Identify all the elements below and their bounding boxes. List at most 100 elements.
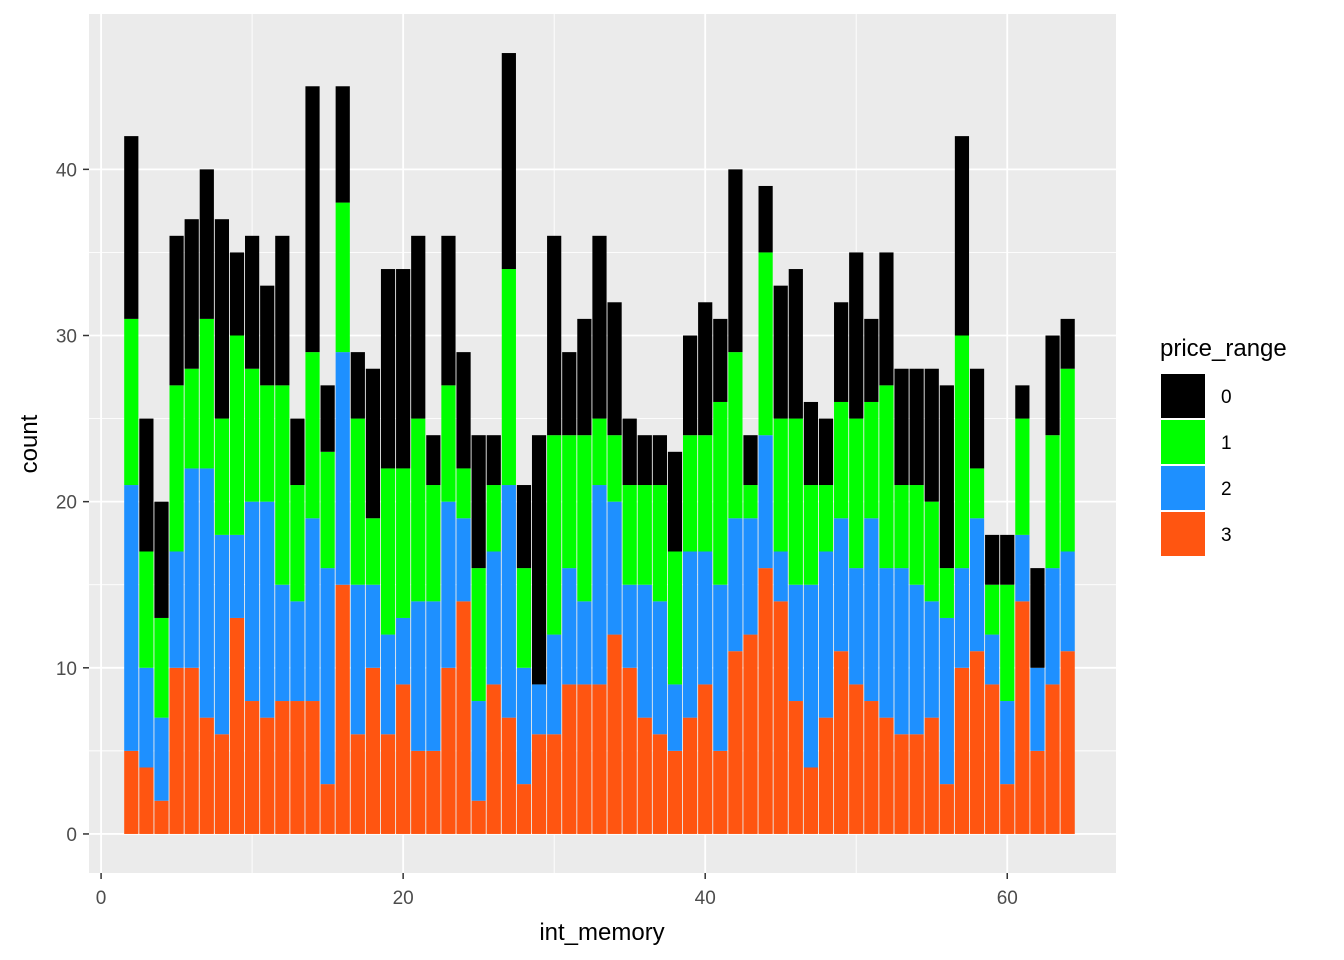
bar-segment-price-2 [531,684,547,735]
bar-segment-price-1 [773,418,788,552]
bar-segment-price-3 [456,601,471,834]
bar-segment-price-3 [985,684,1000,834]
bar-segment-price-0 [743,435,758,486]
bar-segment-price-1 [713,401,728,585]
bar-segment-price-2 [335,352,350,585]
bar-segment-price-0 [350,352,365,419]
bar-segment-price-3 [652,734,667,834]
bar-segment-price-2 [199,468,214,718]
bar-segment-price-1 [305,352,320,519]
bar-segment-price-3 [214,734,230,834]
bar-segment-price-1 [698,435,713,552]
bar-segment-price-3 [1045,684,1060,834]
bar-segment-price-2 [849,568,864,685]
bar-segment-price-3 [1030,750,1045,834]
bar-segment-price-0 [456,352,471,469]
bar-segment-price-0 [969,368,985,469]
bar-segment-price-0 [396,269,411,469]
bar-segment-price-2 [577,601,592,685]
bar-segment-price-3 [728,651,743,834]
bar-segment-price-1 [139,551,154,668]
bar-segment-price-1 [637,485,652,585]
bar-segment-price-3 [486,684,501,834]
bar-segment-price-1 [335,202,350,353]
bar-segment-price-1 [350,418,365,585]
bar-segment-price-0 [199,169,214,319]
bar-segment-price-0 [184,219,199,369]
bar-segment-price-1 [1060,368,1075,552]
bar-segment-price-1 [154,617,169,718]
bar-segment-price-2 [713,584,728,751]
bar-segment-price-3 [637,717,652,834]
bar-segment-price-1 [879,385,894,569]
bar-segment-price-2 [682,551,698,718]
bar-segment-price-2 [456,518,471,602]
bar-segment-price-1 [909,485,924,585]
bar-segment-price-1 [1015,418,1030,535]
legend-key-2 [1161,466,1205,510]
bar-segment-price-1 [260,385,275,502]
bar-segment-price-3 [245,701,260,834]
bar-segment-price-2 [214,534,230,735]
bar-segment-price-1 [577,435,592,602]
bar-segment-price-2 [124,485,139,751]
bar-segment-price-2 [365,584,381,668]
bar-segment-price-2 [607,501,622,635]
bar-segment-price-2 [894,568,909,735]
bar-segment-price-2 [954,568,970,668]
y-tick-label: 20 [56,493,77,514]
bar-segment-price-3 [365,667,381,834]
bar-segment-price-0 [501,53,516,270]
bar-segment-price-3 [305,701,320,834]
bar-segment-price-0 [516,485,532,569]
bar-segment-price-2 [260,501,275,718]
legend-label-1: 1 [1221,433,1232,454]
bar-segment-price-0 [698,302,713,436]
bar-segment-price-1 [320,451,335,569]
bar-segment-price-1 [969,468,985,519]
bar-segment-price-3 [954,667,970,834]
bar-segment-price-3 [939,784,954,834]
bar-segment-price-2 [411,601,426,751]
bar-segment-price-2 [1000,701,1015,785]
bar-segment-price-2 [758,435,773,569]
bar-segment-price-3 [743,634,758,834]
bar-segment-price-1 [788,418,803,585]
bar-segment-price-2 [773,551,788,602]
legend-title: price_range [1160,335,1287,362]
bar-segment-price-2 [139,667,154,768]
bar-segment-price-3 [275,701,290,834]
bar-segment-price-3 [1015,601,1030,834]
bar-segment-price-3 [441,667,456,834]
bar-segment-price-1 [682,435,698,552]
bar-segment-price-1 [667,551,683,685]
y-tick-label: 40 [56,160,77,181]
bar-segment-price-0 [290,418,305,486]
y-tick-label: 30 [56,327,77,348]
bar-segment-price-1 [622,485,637,585]
bar-segment-price-3 [290,701,305,834]
bar-segment-price-3 [577,684,592,834]
bar-segment-price-0 [335,86,350,203]
bar-segment-price-1 [939,568,954,618]
bar-segment-price-3 [834,651,849,834]
bar-segment-price-2 [622,584,637,668]
bar-segment-price-2 [320,568,335,785]
bar-segment-price-0 [607,302,622,436]
bar-segment-price-3 [682,717,698,834]
bar-segment-price-3 [229,617,245,834]
bar-segment-price-0 [909,368,924,486]
bar-segment-price-1 [411,418,426,602]
legend-key-1 [1161,420,1205,464]
bar-segment-price-2 [864,518,879,702]
bar-segment-price-3 [396,684,411,834]
bar-segment-price-1 [728,352,743,519]
bar-segment-price-1 [818,485,834,552]
bar-segment-price-3 [320,784,335,834]
bar-segment-price-1 [985,584,1000,635]
bar-segment-price-3 [426,750,441,834]
bar-segment-price-2 [305,518,320,702]
bar-segment-price-1 [864,401,879,519]
legend-label-2: 2 [1221,479,1232,500]
bar-segment-price-2 [1045,568,1060,685]
